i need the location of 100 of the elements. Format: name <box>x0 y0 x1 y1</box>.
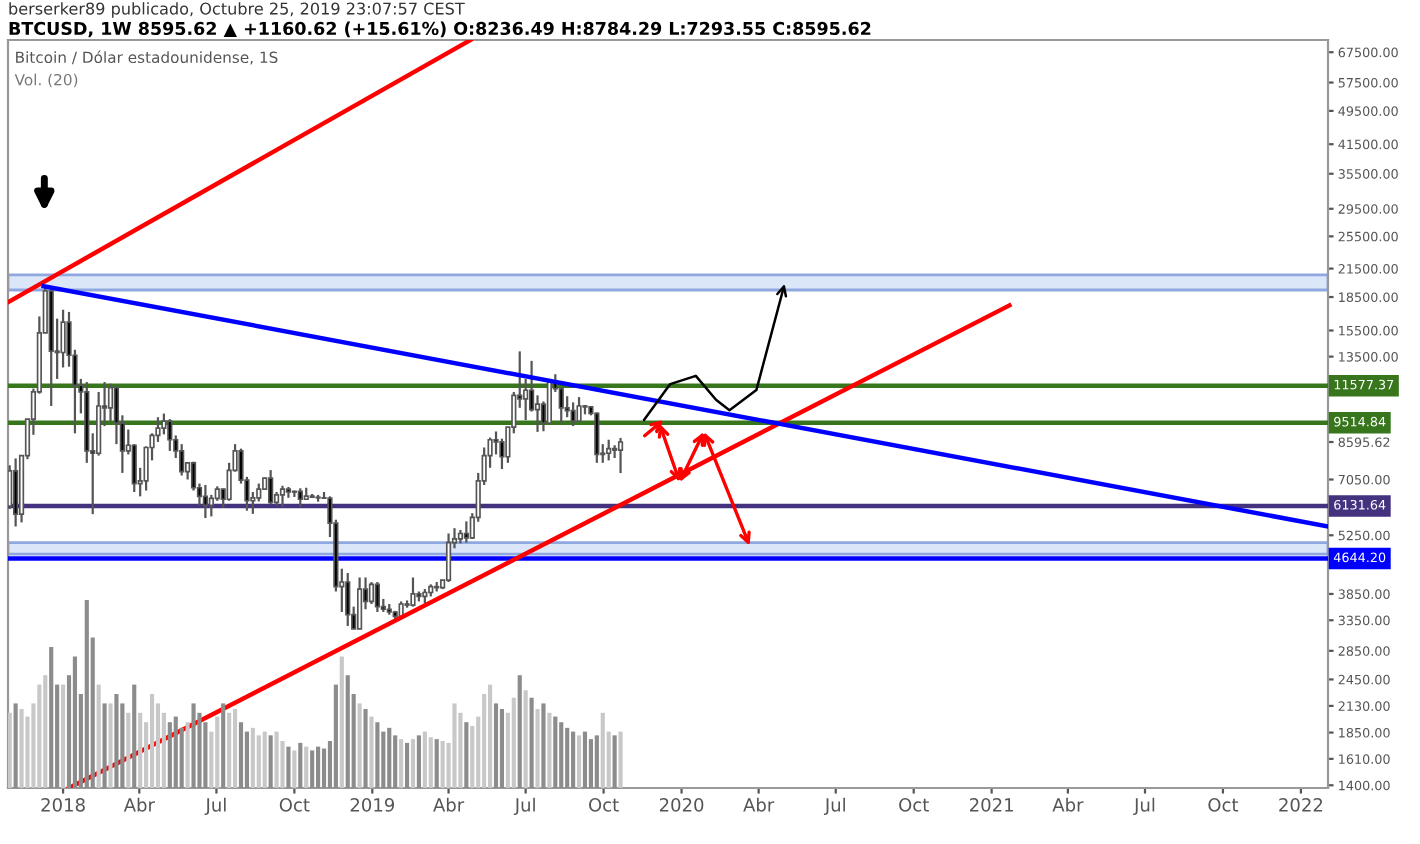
bar <box>321 748 327 788</box>
bar <box>404 742 410 788</box>
candlestick <box>167 418 173 453</box>
candlestick <box>606 438 612 462</box>
candlestick <box>345 571 351 628</box>
bar <box>262 731 267 788</box>
bar <box>108 703 113 788</box>
x-tick-label: 2022 <box>1279 798 1323 812</box>
bar <box>410 739 416 788</box>
bar <box>96 684 101 788</box>
bar <box>149 694 155 788</box>
bar <box>588 739 593 788</box>
candlestick <box>445 532 452 584</box>
bar <box>387 727 392 788</box>
x-tick-label: Oct <box>899 798 929 812</box>
bar <box>565 727 570 788</box>
bar <box>369 716 374 788</box>
bar <box>84 600 89 788</box>
bar <box>102 703 107 788</box>
bar <box>535 709 540 788</box>
candlestick <box>374 580 381 614</box>
candlestick <box>410 576 416 608</box>
bar <box>363 709 368 788</box>
bar <box>185 722 190 788</box>
bar <box>114 694 119 788</box>
bar <box>298 742 303 788</box>
x-tick-label: Abr <box>1052 797 1084 812</box>
x-tick-label: Jul <box>204 797 226 816</box>
x-tick-label: 2018 <box>41 798 85 812</box>
bar <box>13 703 18 788</box>
x-tick-label: Abr <box>743 797 775 812</box>
bar <box>422 731 427 788</box>
bar <box>191 703 196 788</box>
bar <box>49 647 54 788</box>
bar <box>618 731 623 788</box>
bar <box>517 675 522 788</box>
bar <box>310 750 315 788</box>
bar <box>339 656 344 788</box>
bar <box>138 712 143 788</box>
bar <box>292 750 297 788</box>
bar <box>215 716 220 788</box>
candlestick <box>463 520 469 544</box>
bar <box>493 703 499 788</box>
candlestick <box>564 395 570 419</box>
bar <box>576 735 582 788</box>
x-tick-label: Oct <box>589 798 619 812</box>
candlestick <box>570 401 576 428</box>
bar <box>375 722 380 788</box>
bar <box>600 712 605 788</box>
bar <box>167 722 172 788</box>
x-tick-label: Abr <box>123 797 155 812</box>
x-tick-label: 2019 <box>350 798 395 812</box>
x-tick-label: Oct <box>279 798 310 812</box>
bar <box>345 675 350 788</box>
bar <box>434 739 439 788</box>
bar <box>227 712 232 788</box>
x-tick-label: Jul <box>823 797 845 816</box>
candlestick <box>576 395 582 423</box>
bar <box>582 731 588 788</box>
bar <box>594 735 599 788</box>
bar <box>286 746 291 788</box>
bar <box>19 709 24 788</box>
candlestick <box>13 457 19 528</box>
bar <box>126 712 131 788</box>
x-tick-label: Jul <box>513 797 535 816</box>
bar <box>529 697 534 788</box>
bar <box>333 684 338 788</box>
bar <box>238 722 244 788</box>
bar <box>256 735 261 788</box>
bar <box>393 735 398 788</box>
x-tick-label: 2020 <box>659 798 704 812</box>
bar <box>541 703 546 788</box>
candlestick <box>617 436 624 475</box>
bar <box>357 703 362 788</box>
candlestick <box>279 484 286 508</box>
bar <box>268 735 273 788</box>
bar <box>43 675 48 788</box>
bar <box>470 725 475 788</box>
bar <box>250 727 255 788</box>
bar <box>428 737 433 788</box>
x-tick-label: Jul <box>1133 797 1155 816</box>
bar <box>132 684 137 788</box>
bar <box>559 722 564 788</box>
bar <box>571 731 576 788</box>
bar <box>511 697 516 788</box>
candlestick <box>368 580 375 606</box>
candlestick <box>179 443 185 477</box>
bar <box>72 656 78 788</box>
bar <box>452 703 457 788</box>
bar <box>488 684 493 788</box>
candlestick <box>594 411 600 464</box>
candlestick <box>8 464 13 511</box>
bar <box>440 741 445 788</box>
bar <box>221 703 226 788</box>
candlestick <box>356 576 363 631</box>
candlestick <box>161 412 167 436</box>
candlestick <box>202 483 209 520</box>
bar <box>60 684 66 788</box>
bar <box>274 731 279 788</box>
bar <box>499 709 505 788</box>
